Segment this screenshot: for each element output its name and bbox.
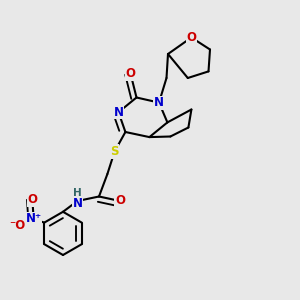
Text: S: S xyxy=(110,145,119,158)
Text: N⁺: N⁺ xyxy=(26,212,42,226)
Text: O: O xyxy=(186,31,197,44)
Text: O: O xyxy=(27,193,38,206)
Text: ⁻O: ⁻O xyxy=(9,219,26,232)
Text: O: O xyxy=(125,67,136,80)
Text: N: N xyxy=(72,197,82,210)
Text: N: N xyxy=(154,96,164,109)
Text: H: H xyxy=(73,188,82,199)
Text: H
N: H N xyxy=(73,190,82,212)
Text: O: O xyxy=(115,194,125,208)
Text: N: N xyxy=(113,106,124,119)
